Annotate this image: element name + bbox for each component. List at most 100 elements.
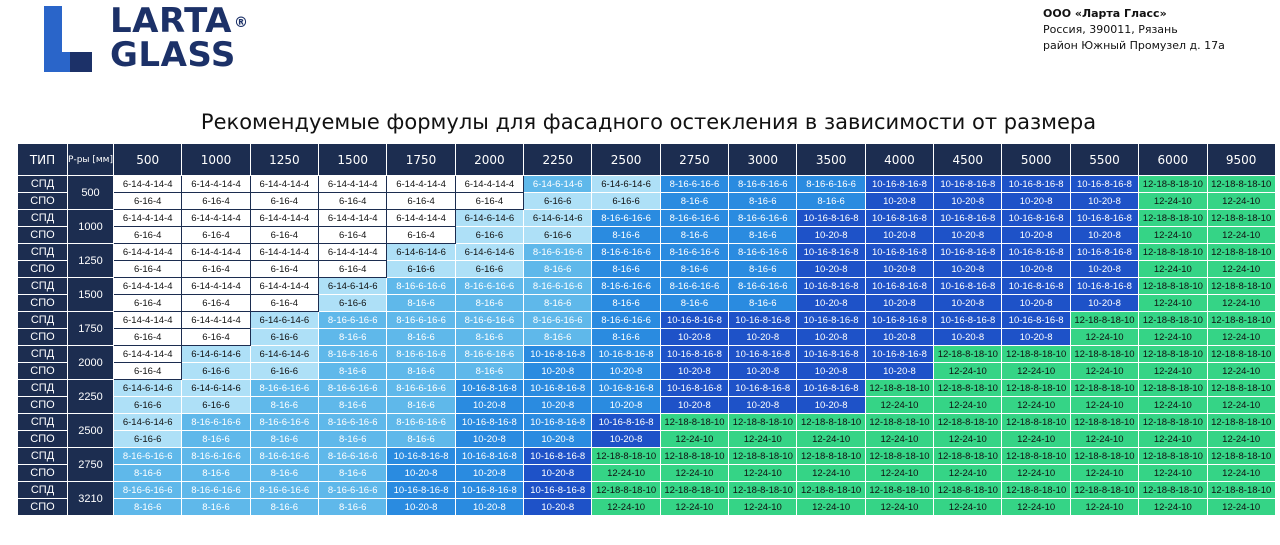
table-row: СПО 6-16-6 8-16-6 8-16-6 8-16-6 8-16-6 10-20-8… [17,430,1276,448]
formula-cell: 8-16-6 [386,396,456,414]
formula-cell: 12-18-8-18-10 [1206,311,1276,329]
formula-cell: 12-24-10 [933,498,1003,516]
logo-mark-icon [44,6,92,72]
formula-cell: 8-16-6 [318,430,388,448]
formula-cell: 8-16-6-16-6 [318,345,388,363]
formula-cell: 8-16-6-16-6 [659,243,730,261]
formula-cell: 10-16-8-16-8 [1069,277,1140,295]
column-header: 1250 [249,143,320,176]
formula-cell: 8-16-6 [386,294,456,312]
formula-cell: 10-20-8 [523,464,593,482]
formula-cell: 8-16-6 [181,464,251,482]
formula-cell: 10-16-8-16-8 [1001,277,1071,295]
column-header: 2250 [523,143,593,176]
formula-cell: 6-16-4 [181,260,251,278]
formula-cell: 10-16-8-16-8 [1069,209,1140,227]
formula-cell: 10-20-8 [796,294,866,312]
table-row: СПО 6-16-4 6-16-4 6-16-6 8-16-6 8-16-6 8-16-6 8… [17,328,1276,346]
formula-cell: 10-16-8-16-8 [728,379,798,397]
formula-cell: 8-16-6 [523,328,593,346]
formula-cell: 12-24-10 [796,498,866,516]
formula-cell: 8-16-6 [318,396,388,414]
formula-cell: 6-16-4 [112,226,183,244]
formula-cell: 10-16-8-16-8 [933,311,1003,329]
formula-cell: 6-14-4-14-4 [181,175,251,193]
formula-cell: 10-20-8 [454,464,525,482]
column-header: 5500 [1069,143,1140,176]
formula-cell: 12-24-10 [1206,192,1276,210]
formula-cell: 12-24-10 [933,464,1003,482]
formula-cell: 10-20-8 [591,430,661,448]
formula-cell: 10-20-8 [523,498,593,516]
formula-cell: 12-18-8-18-10 [864,481,935,499]
formula-cell: 12-18-8-18-10 [933,345,1003,363]
formula-cell: 12-24-10 [1138,362,1208,380]
formula-cell: 12-18-8-18-10 [1206,447,1276,465]
formula-cell: 12-24-10 [1001,430,1071,448]
formula-cell: 8-16-6 [112,464,183,482]
formula-cell: 6-14-6-14-6 [523,209,593,227]
formula-cell: 12-18-8-18-10 [1138,175,1208,193]
formula-cell: 10-16-8-16-8 [591,345,661,363]
formula-cell: 12-18-8-18-10 [728,481,798,499]
formula-cell: 6-14-4-14-4 [112,175,183,193]
logo: LARTA ® GLASS [44,4,254,76]
formula-cell: 6-16-6 [523,226,593,244]
formula-cell: 12-24-10 [1206,498,1276,516]
formula-cell: 8-16-6-16-6 [181,481,251,499]
formula-cell: 12-24-10 [864,464,935,482]
formula-cell: 8-16-6-16-6 [386,413,456,431]
formula-cell: 12-18-8-18-10 [1206,243,1276,261]
formula-cell: 10-20-8 [523,430,593,448]
column-header: 2750 [659,143,730,176]
formula-cell: 6-14-4-14-4 [386,209,456,227]
formula-cell: 6-14-6-14-6 [591,175,661,193]
formula-cell: 12-24-10 [796,464,866,482]
formula-cell: 10-16-8-16-8 [1001,209,1071,227]
formula-cell: 10-20-8 [386,498,456,516]
formula-cell: 10-20-8 [864,328,935,346]
formula-cell: 10-20-8 [796,328,866,346]
formula-cell: 6-16-4 [112,260,183,278]
formula-cell: 10-20-8 [386,464,456,482]
formula-cell: 10-20-8 [1069,294,1140,312]
formula-cell: 6-16-4 [112,294,183,312]
formula-cell: 12-18-8-18-10 [864,379,935,397]
table-row: СПД 2000 6-14-4-14-4 6-14-6-14-6 6-14-6-14-6… [17,345,1276,380]
formula-cell: 10-16-8-16-8 [864,277,935,295]
formula-cell: 10-16-8-16-8 [796,209,866,227]
column-header: 500 [112,143,183,176]
formula-cell: 12-24-10 [1206,396,1276,414]
formula-cell: 8-16-6-16-6 [523,311,593,329]
formula-cell: 10-20-8 [1001,294,1071,312]
formula-cell: 8-16-6-16-6 [454,277,525,295]
column-header: 4500 [933,143,1003,176]
formula-cell: 8-16-6 [386,362,456,380]
formula-cell: 8-16-6-16-6 [318,311,388,329]
formula-cell: 10-16-8-16-8 [864,243,935,261]
formula-cell: 10-16-8-16-8 [386,447,456,465]
formula-cell: 6-14-4-14-4 [249,277,320,295]
formula-cell: 12-18-8-18-10 [1138,209,1208,227]
formula-cell: 8-16-6-16-6 [386,311,456,329]
header-type: ТИП [17,143,68,176]
formula-cell: 10-20-8 [454,498,525,516]
formula-cell: 12-18-8-18-10 [1069,379,1140,397]
formula-cell: 8-16-6-16-6 [591,209,661,227]
formula-cell: 6-14-6-14-6 [523,175,593,193]
formula-cell: 6-16-4 [318,192,388,210]
column-header: 6000 [1138,143,1208,176]
formula-cell: 6-14-4-14-4 [181,277,251,295]
formula-cell: 12-18-8-18-10 [1069,447,1140,465]
formula-cell: 10-20-8 [864,260,935,278]
formula-cell: 12-24-10 [933,396,1003,414]
formula-cell: 6-14-6-14-6 [318,277,388,295]
formula-cell: 8-16-6 [796,192,866,210]
formula-cell: 6-16-4 [112,192,183,210]
formula-cell: 6-14-4-14-4 [249,243,320,261]
formula-cell: 12-18-8-18-10 [864,413,935,431]
formula-cell: 8-16-6-16-6 [318,481,388,499]
formula-cell: 8-16-6 [728,226,798,244]
formula-cell: 8-16-6-16-6 [523,243,593,261]
column-header: 3000 [728,143,798,176]
